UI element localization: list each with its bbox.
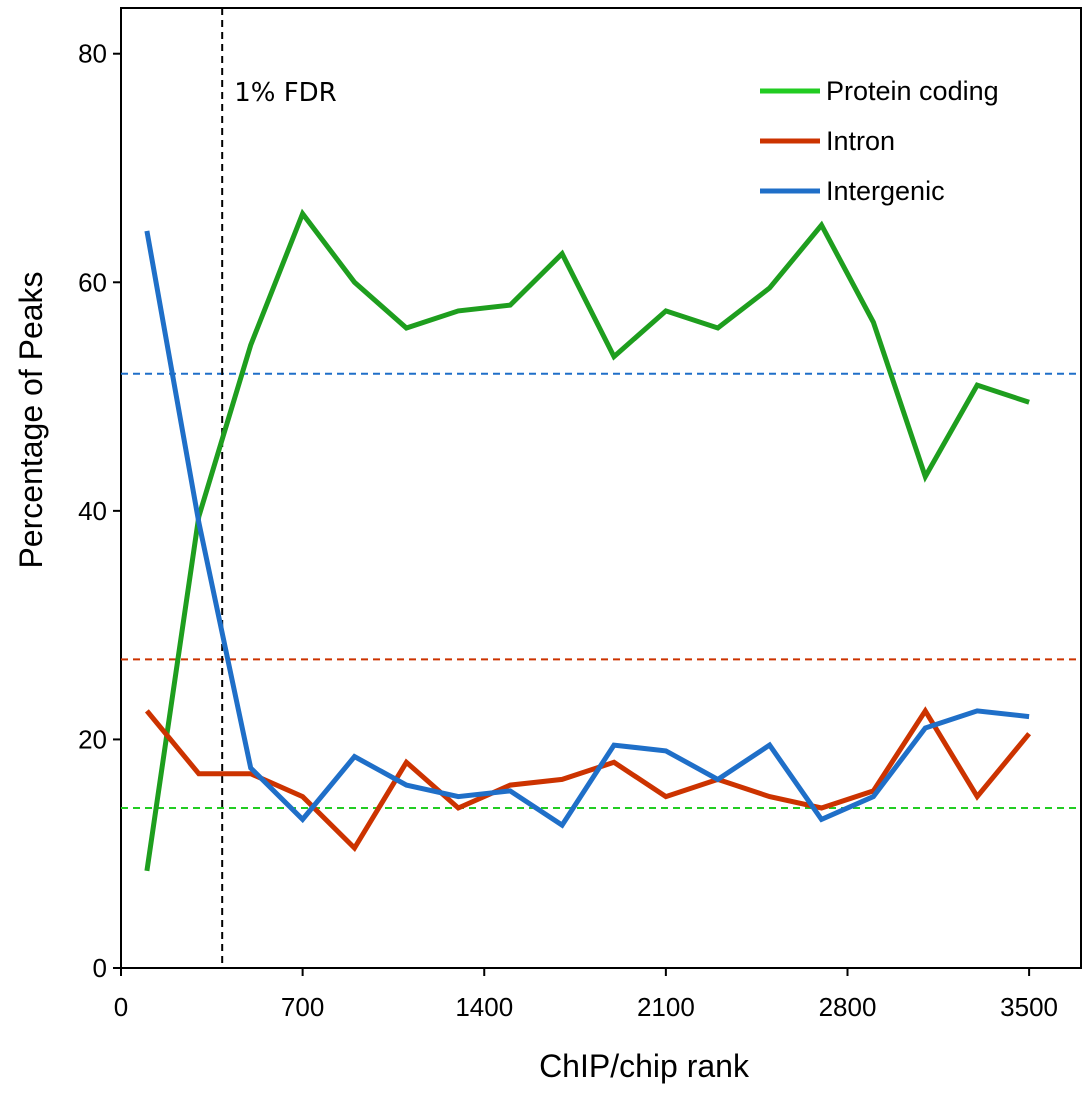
x-axis: 0 700 1400 2100 2800 3500	[114, 968, 1058, 1022]
plot-frame	[120, 7, 1082, 969]
x-tick-label: 700	[281, 992, 324, 1022]
y-tick-label: 40	[78, 496, 107, 526]
x-tick-label: 0	[114, 992, 128, 1022]
x-tick-label: 1400	[455, 992, 513, 1022]
plot-area	[120, 7, 1082, 969]
y-tick-label: 60	[78, 267, 107, 297]
series-line-intergenic	[144, 230, 1030, 829]
y-axis: 0 20 40 60 80	[78, 39, 121, 983]
y-axis-title: Percentage of Peaks	[13, 271, 49, 568]
series-line-intron	[144, 706, 1032, 853]
series-line-protein-coding	[144, 208, 1030, 872]
x-tick-label: 2100	[637, 992, 695, 1022]
legend-label: Intergenic	[826, 176, 945, 206]
annotations: 1% FDR	[221, 8, 337, 968]
legend: Protein coding Intron Intergenic	[760, 76, 999, 206]
y-tick-label: 0	[93, 953, 107, 983]
legend-label: Protein coding	[826, 76, 999, 106]
reference-lines	[121, 372, 1081, 809]
series-lines	[144, 208, 1032, 872]
legend-label: Intron	[826, 126, 895, 156]
x-tick-label: 2800	[819, 992, 877, 1022]
y-tick-label: 80	[78, 39, 107, 69]
fdr-label: 1% FDR	[234, 78, 337, 108]
x-axis-title: ChIP/chip rank	[539, 1048, 750, 1084]
x-tick-label: 3500	[1000, 992, 1058, 1022]
y-tick-label: 20	[78, 724, 107, 754]
